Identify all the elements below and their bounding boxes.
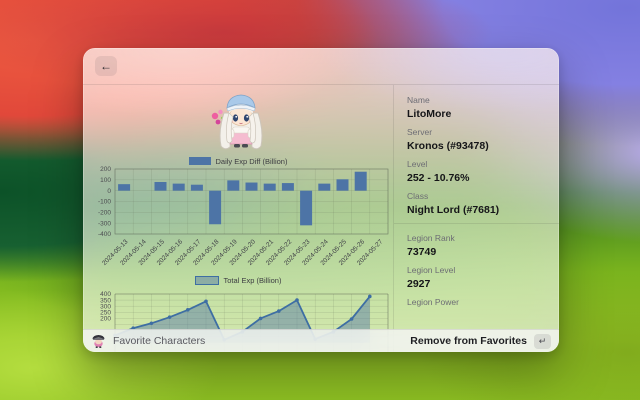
daily-exp-legend-swatch (188, 157, 211, 165)
svg-text:-300: -300 (98, 220, 111, 227)
window-header: ← (83, 48, 559, 85)
svg-text:100: 100 (100, 177, 111, 184)
remove-from-favorites-label: Remove from Favorites (410, 335, 527, 347)
back-arrow-icon: ← (100, 59, 112, 73)
total-exp-legend-label: Total Exp (Billion) (223, 275, 282, 285)
detail-value: Night Lord (#7681) (407, 204, 500, 216)
svg-text:250: 250 (100, 310, 111, 317)
detail-value: 252 - 10.76% (407, 172, 470, 184)
svg-text:200: 200 (100, 166, 111, 173)
daily-exp-legend: Daily Exp Diff (Billion) (83, 156, 393, 166)
daily-exp-diff-chart: 2001000-100-200-300-4002024-05-132024-05… (98, 166, 389, 267)
detail-label: Server (407, 127, 433, 137)
svg-text:-200: -200 (98, 210, 111, 217)
raycast-window: ← (83, 48, 559, 352)
svg-text:-400: -400 (98, 231, 111, 238)
detail-label: Legion Power (407, 297, 459, 307)
svg-text:-100: -100 (98, 199, 111, 206)
detail-item-name: Name LitoMore (407, 95, 547, 120)
detail-label: Legion Rank (407, 233, 455, 243)
detail-value: 2927 (407, 278, 431, 290)
detail-label: Name (407, 95, 430, 105)
main-content: Daily Exp Diff (Billion) 200 100 0 -100 -200… (83, 85, 559, 352)
detail-item-server: Server Kronos (#93478) (407, 127, 547, 152)
daily-exp-legend-label: Daily Exp Diff (Billion) (215, 156, 288, 166)
total-exp-legend-swatch (194, 275, 219, 285)
total-exp-legend: Total Exp (Billion) (83, 275, 393, 285)
detail-value: 73749 (407, 246, 437, 258)
action-bar-source: Favorite Characters (91, 334, 410, 349)
section-divider (394, 223, 559, 224)
svg-text:350: 350 (100, 297, 111, 304)
extension-character-icon (92, 334, 105, 348)
detail-label: Level (407, 159, 428, 169)
character-details-panel: Name LitoMore Server Kronos (#93478) Lev… (393, 85, 559, 352)
source-command-label: Favorite Characters (113, 335, 206, 347)
enter-key-icon: ↵ (534, 333, 551, 349)
detail-item-class: Class Night Lord (#7681) (407, 191, 547, 216)
action-bar: Favorite Characters Remove from Favorite… (83, 329, 559, 352)
detail-label: Legion Level (407, 265, 456, 275)
remove-from-favorites-button[interactable]: Remove from Favorites ↵ (410, 333, 551, 349)
svg-text:200: 200 (100, 316, 111, 323)
detail-item-level: Level 252 - 10.76% (407, 159, 547, 184)
detail-label: Class (407, 191, 429, 201)
svg-text:300: 300 (100, 303, 111, 310)
detail-item-legion-rank: Legion Rank 73749 (407, 233, 547, 258)
svg-text:400: 400 (100, 291, 111, 298)
detail-item-legion-power: Legion Power (407, 297, 547, 307)
character-sprite (211, 94, 263, 150)
detail-item-legion-level: Legion Level 2927 (407, 265, 547, 290)
svg-text:0: 0 (107, 188, 111, 195)
detail-value: LitoMore (407, 108, 452, 120)
back-button[interactable]: ← (95, 56, 117, 76)
detail-value: Kronos (#93478) (407, 140, 489, 152)
charts-pane: Daily Exp Diff (Billion) 200 100 0 -100 -200… (83, 85, 393, 352)
